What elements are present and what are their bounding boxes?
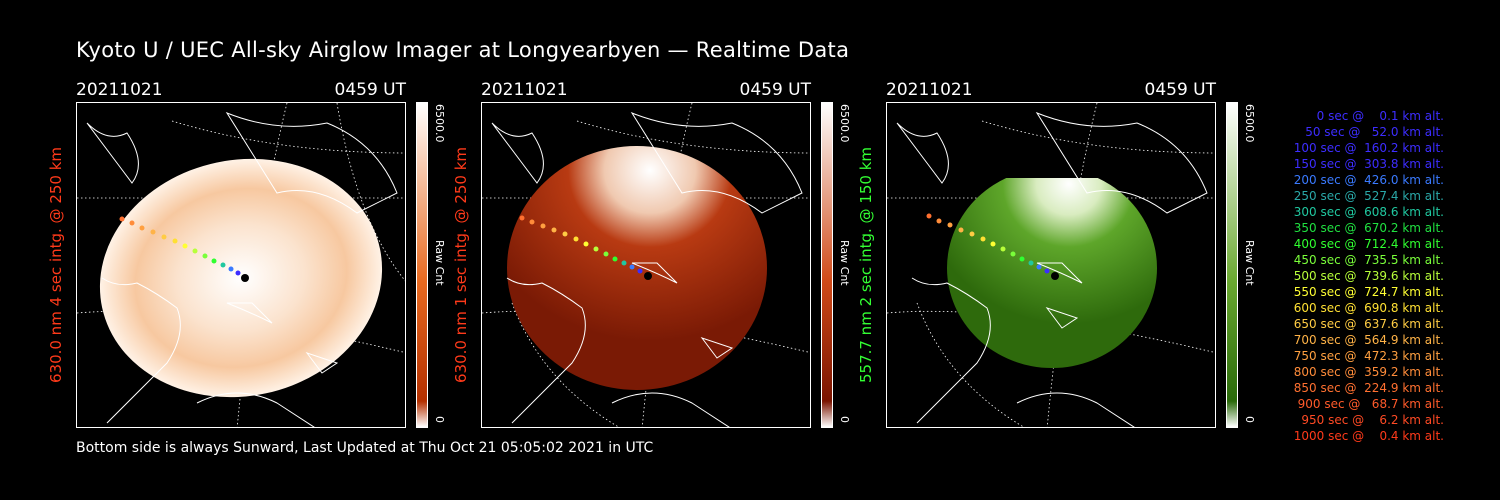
ylabel-text: 630.0 nm 1 sec intg. @ 250 km xyxy=(452,146,470,384)
legend-row: 50 sec @ 52.0 km alt. xyxy=(1297,125,1444,139)
time-altitude-legend: 0 sec @ 0.1 km alt. 50 sec @ 52.0 km alt… xyxy=(1262,108,1444,444)
legend-row: 250 sec @ 527.4 km alt. xyxy=(1289,189,1444,203)
legend-row: 200 sec @ 426.0 km alt. xyxy=(1289,173,1444,187)
panel-ylabel: 557.7 nm 2 sec intg. @ 150 km xyxy=(856,102,876,428)
colorbar xyxy=(1226,102,1238,428)
legend-row: 650 sec @ 637.6 km alt. xyxy=(1289,317,1444,331)
legend-row: 950 sec @ 6.2 km alt. xyxy=(1297,413,1444,427)
legend-row: 400 sec @ 712.4 km alt. xyxy=(1289,237,1444,251)
legend-row: 100 sec @ 160.2 km alt. xyxy=(1289,141,1444,155)
panel-630-4sec: 20211021 0459 UT 630.0 nm 4 sec intg. @ … xyxy=(47,80,456,430)
legend-row: 700 sec @ 564.9 km alt. xyxy=(1289,333,1444,347)
colorbar xyxy=(416,102,428,428)
legend-row: 0 sec @ 0.1 km alt. xyxy=(1305,109,1444,123)
legend-row: 450 sec @ 735.5 km alt. xyxy=(1289,253,1444,267)
legend-row: 350 sec @ 670.2 km alt. xyxy=(1289,221,1444,235)
panel-557-2sec: 20211021 0459 UT 557.7 nm 2 sec intg. @ … xyxy=(857,80,1266,430)
colorbar xyxy=(821,102,833,428)
panel-date: 20211021 xyxy=(886,80,973,100)
page-title: Kyoto U / UEC All-sky Airglow Imager at … xyxy=(76,38,850,62)
panel-time: 0459 UT xyxy=(334,80,407,100)
panel-ylabel: 630.0 nm 1 sec intg. @ 250 km xyxy=(451,102,471,428)
image-disc xyxy=(507,146,767,390)
image-disc xyxy=(947,178,1157,368)
legend-row: 900 sec @ 68.7 km alt. xyxy=(1293,397,1444,411)
ylabel-text: 630.0 nm 4 sec intg. @ 250 km xyxy=(47,146,65,384)
allsky-image-map xyxy=(481,102,811,428)
panel-ylabel: 630.0 nm 4 sec intg. @ 250 km xyxy=(46,102,66,428)
panel-time: 0459 UT xyxy=(1144,80,1217,100)
satellite-track-dots xyxy=(926,213,1059,280)
legend-row: 850 sec @ 224.9 km alt. xyxy=(1289,381,1444,395)
ylabel-text: 557.7 nm 2 sec intg. @ 150 km xyxy=(857,146,875,384)
legend-row: 750 sec @ 472.3 km alt. xyxy=(1289,349,1444,363)
footer-note: Bottom side is always Sunward, Last Upda… xyxy=(76,440,654,456)
panel-date: 20211021 xyxy=(76,80,163,100)
panel-time: 0459 UT xyxy=(739,80,812,100)
allsky-image-map xyxy=(886,102,1216,428)
legend-row: 800 sec @ 359.2 km alt. xyxy=(1289,365,1444,379)
panel-630-1sec: 20211021 0459 UT 630.0 nm 1 sec intg. @ … xyxy=(452,80,861,430)
satellite-track-dots xyxy=(519,215,652,280)
panel-date: 20211021 xyxy=(481,80,568,100)
legend-row: 500 sec @ 739.6 km alt. xyxy=(1289,269,1444,283)
legend-row: 550 sec @ 724.7 km alt. xyxy=(1289,285,1444,299)
legend-row: 1000 sec @ 0.4 km alt. xyxy=(1293,429,1444,443)
legend-row: 300 sec @ 608.6 km alt. xyxy=(1289,205,1444,219)
legend-row: 600 sec @ 690.8 km alt. xyxy=(1289,301,1444,315)
legend-row: 150 sec @ 303.8 km alt. xyxy=(1289,157,1444,171)
satellite-track-dots xyxy=(119,216,249,282)
allsky-image-map xyxy=(76,102,406,428)
